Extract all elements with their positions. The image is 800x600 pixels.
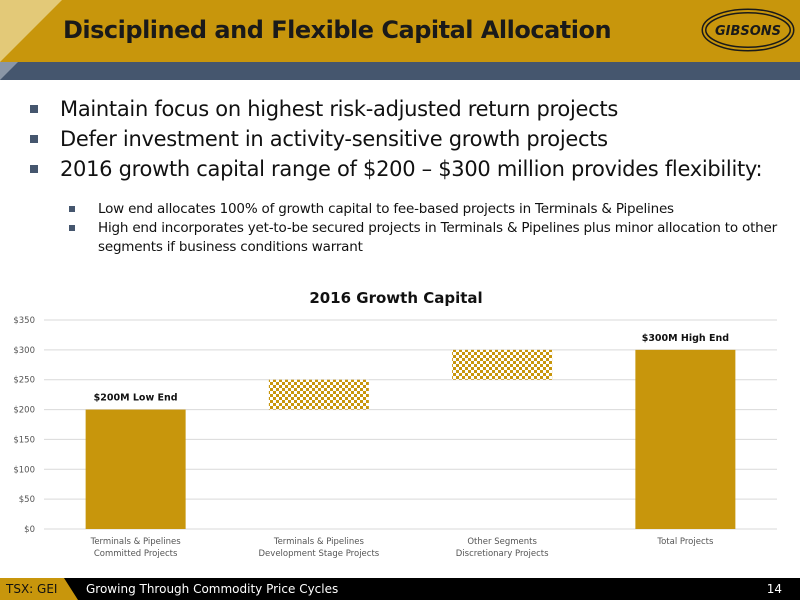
bullet-item: Defer investment in activity-sensitive g…	[30, 124, 762, 154]
x-tick-label: Terminals & Pipelines	[273, 537, 365, 547]
sub-bullet-item: High end incorporates yet-to-be secured …	[68, 219, 793, 257]
slide-title: Disciplined and Flexible Capital Allocat…	[63, 16, 612, 44]
footer-ticker-accent	[64, 578, 78, 600]
header-band	[0, 62, 800, 80]
bullet-square-icon	[69, 206, 75, 212]
x-axis: Terminals & Pipelines Committed Projects T…	[90, 537, 714, 559]
chart-title: 2016 Growth Capital	[309, 289, 482, 307]
bar	[635, 349, 736, 529]
bullet-item: Maintain focus on highest risk-adjusted …	[30, 94, 762, 124]
sub-bullet-text: High end incorporates yet-to-be secured …	[98, 220, 777, 255]
y-axis: $0 $50 $100 $150 $200 $250 $300 $350	[13, 316, 35, 535]
footer-ticker-block	[0, 578, 64, 600]
x-tick-label: Discretionary Projects	[456, 549, 549, 559]
sub-bullet-text: Low end allocates 100% of growth capital…	[98, 201, 674, 217]
bullet-square-icon	[30, 105, 38, 113]
footer-ticker: TSX: GEI	[6, 582, 58, 596]
y-tick-label: $100	[13, 465, 35, 475]
header-band-accent	[0, 62, 18, 80]
x-tick-label: Development Stage Projects	[259, 549, 380, 559]
y-tick-label: $250	[13, 376, 35, 386]
bar	[268, 379, 369, 410]
logo-text: GIBSONS	[715, 24, 781, 39]
bar-data-label: $300M High End	[642, 333, 729, 344]
gibsons-logo: GIBSONS	[701, 8, 795, 52]
bullet-item: 2016 growth capital range of $200 – $300…	[30, 154, 763, 184]
footer-bar	[0, 578, 800, 600]
title-bar	[0, 0, 800, 62]
x-tick-label: Terminals & Pipelines	[90, 537, 182, 547]
main-bullets: Maintain focus on highest risk-adjusted …	[30, 94, 763, 184]
bullet-text: Defer investment in activity-sensitive g…	[60, 127, 608, 151]
bullet-square-icon	[30, 135, 38, 143]
y-tick-label: $350	[13, 316, 35, 326]
y-tick-label: $0	[24, 525, 35, 535]
title-bar-accent	[0, 0, 62, 62]
sub-bullets: Low end allocates 100% of growth capital…	[68, 200, 793, 257]
y-tick-label: $50	[19, 495, 35, 505]
x-tick-label: Total Projects	[656, 537, 714, 547]
bar-data-label: $200M Low End	[94, 393, 178, 404]
footer-tagline: Growing Through Commodity Price Cycles	[86, 582, 339, 596]
growth-capital-chart: 2016 Growth Capital $0 $50 $100 $150 $200 $25…	[13, 289, 777, 559]
y-tick-label: $300	[13, 346, 35, 356]
bar	[85, 409, 186, 529]
page-number: 14	[766, 582, 782, 596]
x-tick-label: Other Segments	[467, 537, 537, 547]
bullet-text: 2016 growth capital range of $200 – $300…	[60, 157, 763, 181]
x-tick-label: Committed Projects	[94, 549, 178, 559]
chart-bars: $200M Low End $300M High End	[85, 333, 736, 529]
bullet-text: Maintain focus on highest risk-adjusted …	[60, 97, 618, 121]
bullet-square-icon	[69, 225, 75, 231]
bullet-square-icon	[30, 165, 38, 173]
sub-bullet-item: Low end allocates 100% of growth capital…	[68, 200, 793, 219]
y-tick-label: $150	[13, 435, 35, 445]
y-tick-label: $200	[13, 406, 35, 416]
bar	[452, 349, 553, 380]
